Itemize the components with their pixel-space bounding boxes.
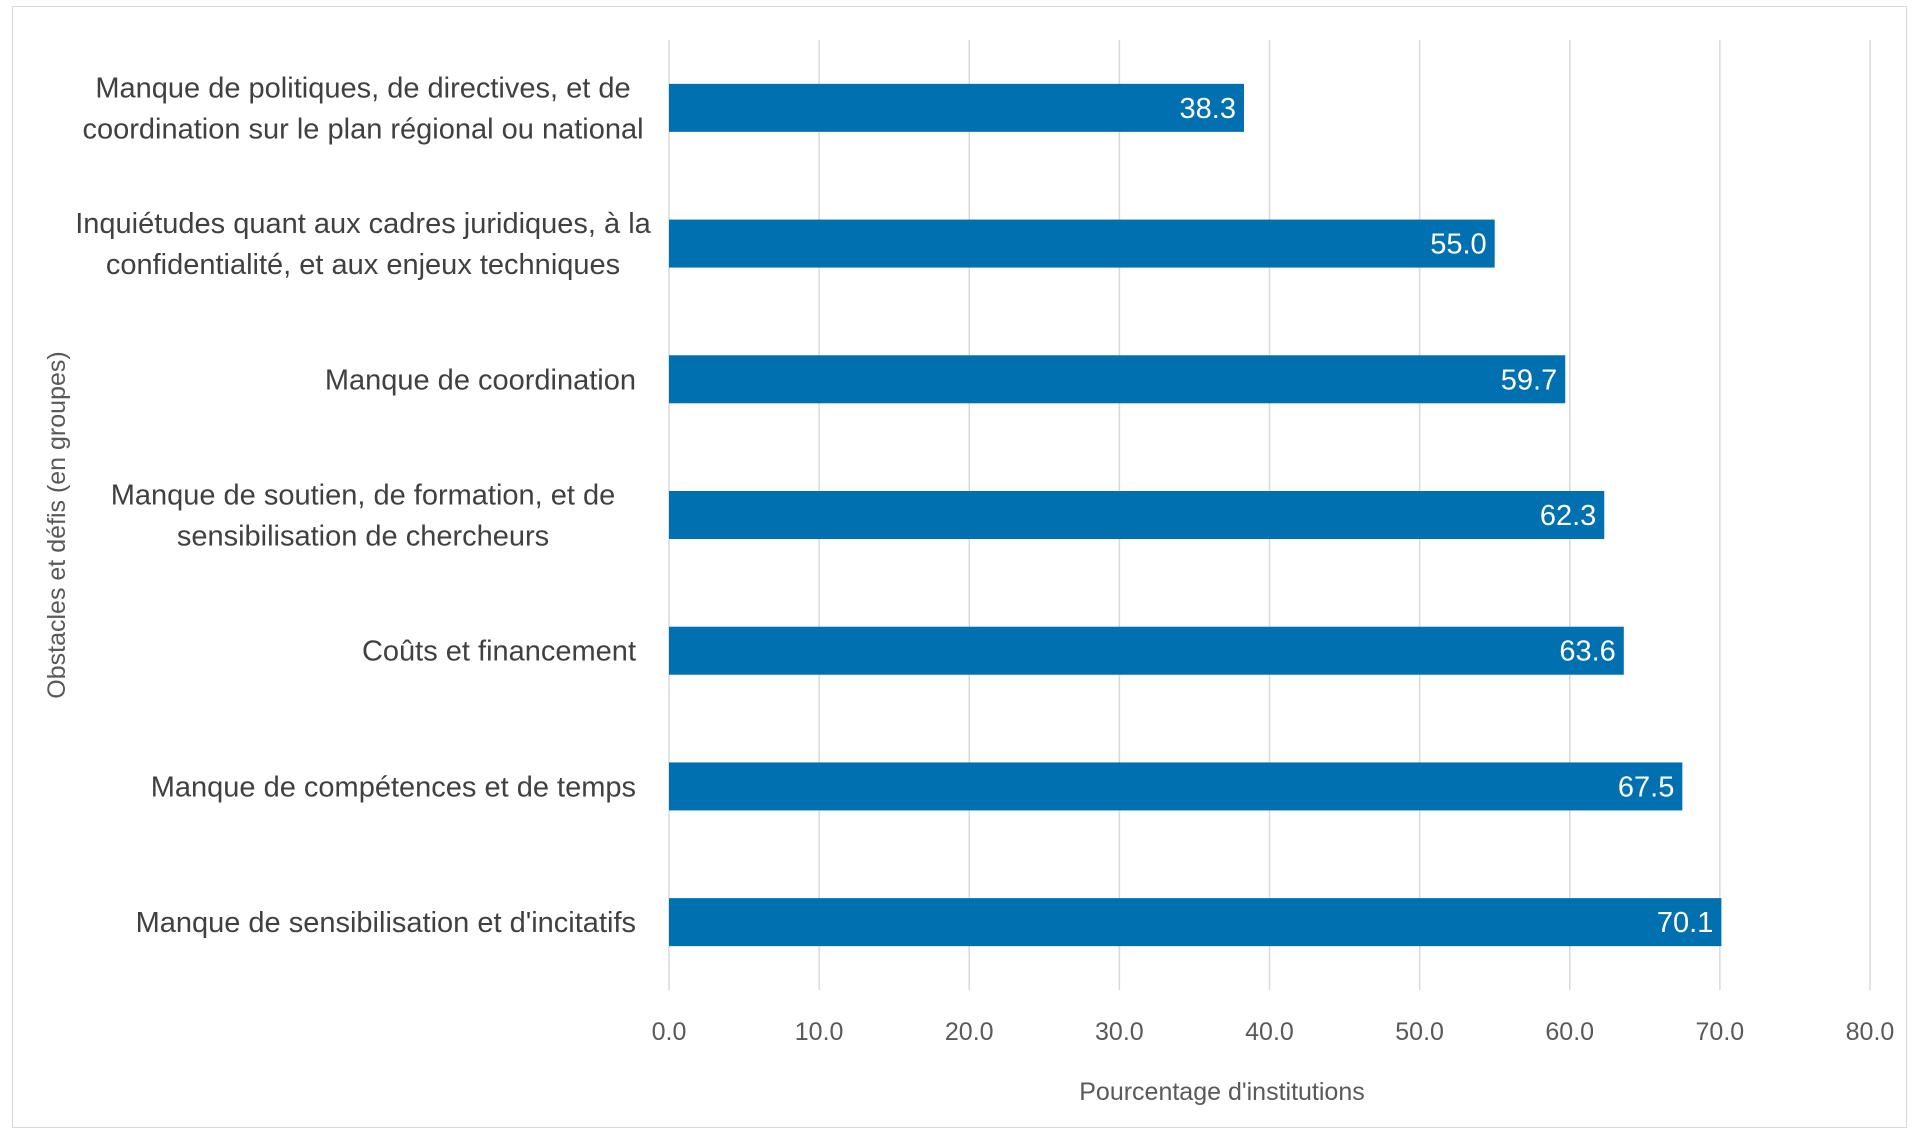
x-tick-label: 20.0 — [945, 1018, 994, 1046]
category-label: Manque de politiques, de directives, et … — [95, 72, 630, 104]
bar — [669, 898, 1722, 947]
category-label: Inquiétudes quant aux cadres juridiques,… — [75, 208, 651, 240]
category-label: coordination sur le plan régional ou nat… — [82, 113, 643, 145]
data-label: 59.7 — [1501, 364, 1557, 396]
x-tick-label: 40.0 — [1245, 1018, 1294, 1046]
category-label: Manque de coordination — [325, 364, 636, 396]
data-label: 67.5 — [1618, 771, 1674, 803]
x-tick-label: 80.0 — [1846, 1018, 1895, 1046]
category-label: confidentialité, et aux enjeux technique… — [106, 249, 620, 281]
bar — [669, 355, 1566, 404]
category-label: Manque de soutien, de formation, et de — [111, 480, 616, 512]
bar — [669, 83, 1244, 132]
x-tick-label: 10.0 — [795, 1018, 844, 1046]
bars: 38.3 55.0 59.7 62.3 63.6 67.5 70.1 — [669, 83, 1722, 947]
category-label: Manque de compétences et de temps — [151, 771, 636, 803]
x-axis-title: Pourcentage d'institutions — [1079, 1078, 1365, 1106]
category-label: sensibilisation de chercheurs — [177, 521, 549, 553]
x-tick-label: 0.0 — [652, 1018, 687, 1046]
category-label: Coûts et financement — [362, 636, 636, 668]
data-label: 63.6 — [1559, 636, 1615, 668]
data-label: 38.3 — [1180, 93, 1236, 125]
x-tick-label: 60.0 — [1545, 1018, 1594, 1046]
data-label: 55.0 — [1430, 229, 1486, 261]
data-label: 70.1 — [1657, 907, 1713, 939]
bar — [669, 626, 1624, 675]
y-axis-title: Obstacles et défis (en groupes) — [43, 351, 71, 698]
bar — [669, 219, 1495, 268]
x-tick-label: 30.0 — [1095, 1018, 1144, 1046]
category-labels: Manque de politiques, de directives, et … — [75, 72, 651, 939]
x-tick-label: 70.0 — [1696, 1018, 1745, 1046]
category-label: Manque de sensibilisation et d'incitatif… — [136, 907, 636, 939]
x-tick-label: 50.0 — [1395, 1018, 1444, 1046]
x-tick-labels: 0.0 10.0 20.0 30.0 40.0 50.0 60.0 70.0 80.0 — [652, 1018, 1895, 1046]
data-label: 62.3 — [1540, 500, 1596, 532]
bar — [669, 762, 1683, 811]
bar — [669, 491, 1605, 539]
